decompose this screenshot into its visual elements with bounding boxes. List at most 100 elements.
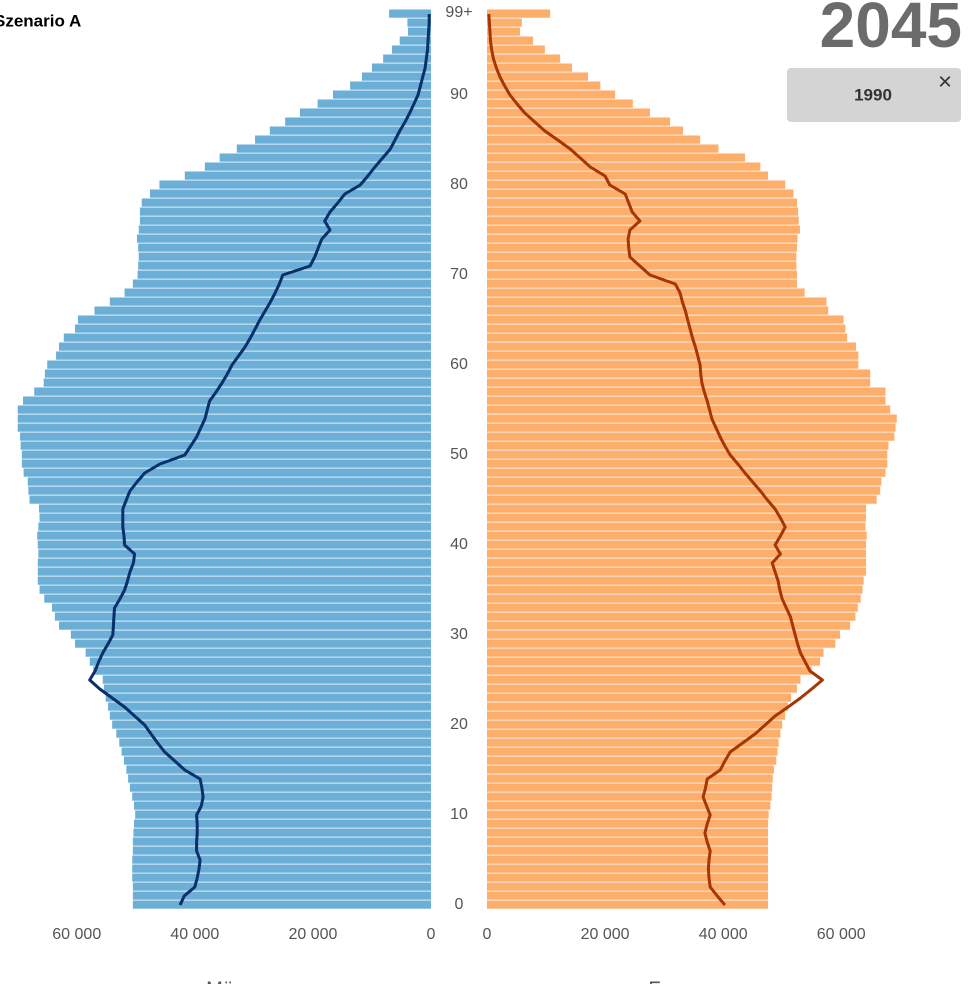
bar: [371, 63, 431, 72]
bar: [487, 324, 846, 333]
x-tick-label: 40 000: [699, 926, 748, 943]
bar: [219, 153, 431, 162]
x-tick-label: 20 000: [581, 926, 630, 943]
bar: [487, 900, 769, 909]
bar: [487, 495, 877, 504]
bar: [487, 567, 867, 576]
bar: [487, 486, 881, 495]
y-tick-label: 40: [450, 536, 468, 553]
bar: [138, 225, 431, 234]
y-tick-label: 99+: [445, 4, 472, 21]
bar: [487, 189, 794, 198]
bar: [487, 297, 827, 306]
bar: [487, 756, 777, 765]
compare-year[interactable]: 1990: [854, 85, 892, 104]
bar: [17, 414, 431, 423]
plot: 0 10 20 30 40 50 60 70 80 90 99+ 0 20 000 40 000 60 00…: [17, 4, 897, 984]
bar: [487, 144, 719, 153]
bar: [138, 252, 431, 261]
bar: [487, 684, 797, 693]
bar: [487, 9, 551, 18]
bar: [70, 630, 432, 639]
bar: [487, 180, 786, 189]
bar: [487, 657, 820, 666]
bar: [132, 891, 431, 900]
bar: [487, 252, 797, 261]
bar: [487, 522, 866, 531]
bar: [132, 837, 431, 846]
bar: [21, 450, 431, 459]
x-tick-label: 40 000: [170, 926, 219, 943]
y-tick-label: 50: [450, 446, 468, 463]
bar: [350, 81, 431, 90]
bar: [487, 45, 545, 54]
bar: [487, 504, 867, 513]
bar: [37, 531, 431, 540]
y-tick-label: 60: [450, 356, 468, 373]
bar: [255, 135, 431, 144]
bar: [121, 747, 431, 756]
bar: [136, 234, 431, 243]
bar: [141, 198, 432, 207]
bar: [487, 639, 836, 648]
bar: [392, 45, 431, 54]
bar: [37, 576, 431, 585]
bar: [105, 693, 431, 702]
bar: [132, 873, 431, 882]
y-tick-label: 90: [450, 86, 468, 103]
bar: [407, 27, 431, 36]
bar: [139, 216, 431, 225]
bar: [487, 108, 650, 117]
bar: [20, 441, 432, 450]
bar: [487, 558, 867, 567]
bar: [20, 432, 431, 441]
bar: [77, 315, 431, 324]
bar: [487, 873, 769, 882]
bar: [487, 819, 769, 828]
bar: [285, 117, 431, 126]
bar: [487, 846, 769, 855]
bar: [487, 405, 891, 414]
bar: [487, 396, 886, 405]
y-tick-label: 20: [450, 716, 468, 733]
bar: [138, 261, 431, 270]
bar: [361, 72, 431, 81]
bar: [487, 162, 761, 171]
bar: [47, 360, 431, 369]
bar: [487, 72, 588, 81]
bar: [17, 423, 431, 432]
bar: [159, 180, 432, 189]
bar: [487, 711, 786, 720]
chart-title: Szenario A: [0, 11, 81, 30]
bar: [89, 657, 431, 666]
bar: [29, 495, 432, 504]
bar: [487, 540, 867, 549]
bar: [487, 774, 773, 783]
bar: [39, 513, 432, 522]
bar: [487, 351, 859, 360]
bar: [487, 387, 886, 396]
bar: [487, 810, 769, 819]
compare-button[interactable]: [787, 68, 961, 122]
bar: [94, 306, 431, 315]
bar: [487, 531, 867, 540]
close-button[interactable]: ×: [938, 68, 952, 95]
bar: [487, 747, 778, 756]
bar: [17, 405, 431, 414]
bar: [317, 99, 431, 108]
bar: [487, 126, 684, 135]
bar: [39, 585, 432, 594]
bar: [102, 675, 431, 684]
x-tick-label: 60 000: [817, 926, 866, 943]
bar: [487, 594, 861, 603]
bar: [128, 774, 431, 783]
bar: [487, 729, 781, 738]
bar: [487, 333, 848, 342]
bar: [487, 216, 799, 225]
bar: [487, 288, 805, 297]
bar: [487, 765, 774, 774]
bar: [487, 468, 886, 477]
year-label: 2045: [820, 0, 962, 61]
bar: [487, 81, 601, 90]
bar: [487, 135, 701, 144]
